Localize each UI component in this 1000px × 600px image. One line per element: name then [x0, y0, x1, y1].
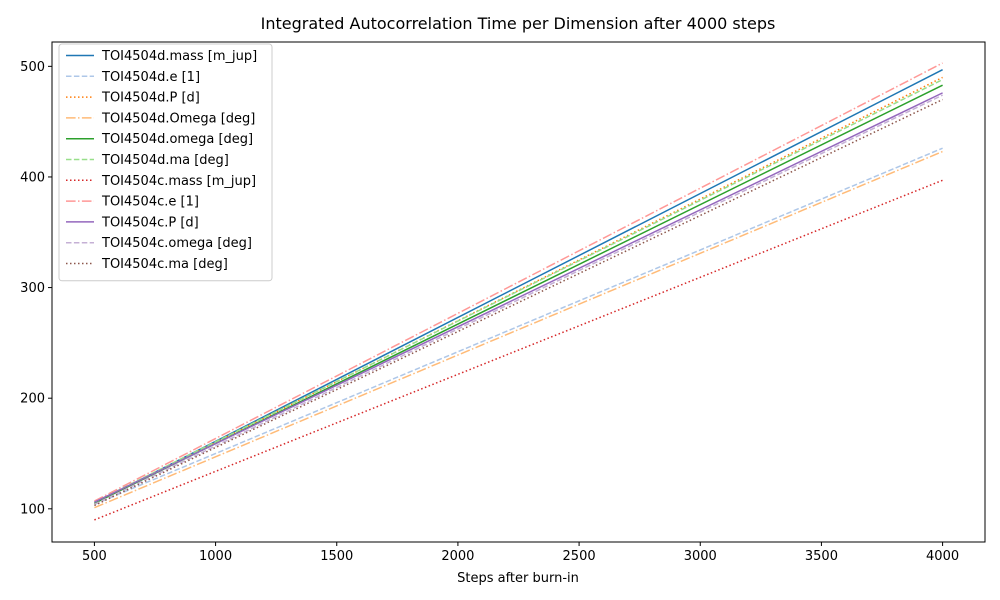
series-line-9	[94, 92, 943, 503]
series-line-10	[94, 94, 943, 506]
plot-area-frame	[51, 41, 986, 543]
x-tick-label-3: 1500	[320, 549, 353, 564]
y-tick-label-3: 300	[20, 281, 45, 296]
y-tick-label-2: 200	[20, 392, 45, 407]
legend-label-3: TOI4504d.P [d]	[101, 91, 200, 106]
legend-label-1: TOI4504d.mass [m_jup]	[101, 49, 257, 64]
y-tick-label-1: 100	[20, 502, 45, 517]
legend-box	[58, 43, 273, 282]
series-line-11	[94, 98, 943, 507]
x-tick-label-1: 500	[82, 549, 107, 564]
legend-label-5: TOI4504d.omega [deg]	[101, 132, 253, 147]
series-line-7	[94, 179, 943, 521]
series-line-4	[94, 150, 943, 509]
y-tick-label-5: 500	[20, 60, 45, 75]
legend-label-10: TOI4504c.omega [deg]	[101, 236, 252, 251]
x-tick-label-2: 1000	[199, 549, 232, 564]
x-axis: 500 1000 1500 2000 2500 3000 3500 4000	[82, 542, 959, 564]
x-tick-label-7: 3500	[805, 549, 838, 564]
legend-label-11: TOI4504c.ma [deg]	[101, 257, 228, 272]
chart-title: Integrated Autocorrelation Time per Dime…	[261, 14, 776, 33]
x-tick-label-5: 2500	[563, 549, 596, 564]
legend-label-6: TOI4504d.ma [deg]	[101, 153, 229, 168]
series-line-8	[94, 62, 943, 502]
x-tick-label-6: 3000	[684, 549, 717, 564]
legend-label-4: TOI4504d.Omega [deg]	[101, 111, 255, 126]
legend-label-2: TOI4504d.e [1]	[101, 70, 200, 85]
series-layer	[94, 62, 943, 521]
legend-label-8: TOI4504c.e [1]	[101, 195, 199, 210]
x-axis-label: Steps after burn-in	[457, 571, 579, 586]
x-tick-label-4: 2000	[441, 549, 474, 564]
series-line-2	[94, 147, 943, 506]
y-tick-label-4: 400	[20, 170, 45, 185]
legend: TOI4504d.mass [m_jup] TOI4504d.e [1] TOI45…	[58, 43, 273, 282]
y-axis: 100 200 300 400 500	[20, 60, 52, 517]
x-tick-label-8: 4000	[926, 549, 959, 564]
legend-label-9: TOI4504c.P [d]	[101, 215, 199, 230]
legend-label-7: TOI4504c.mass [m_jup]	[101, 174, 256, 189]
